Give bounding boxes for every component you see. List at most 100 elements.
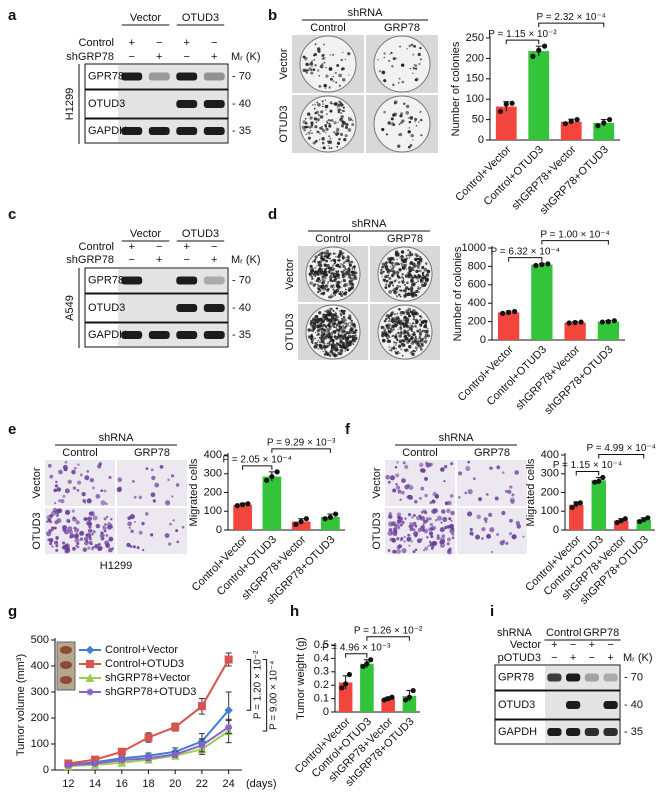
cell — [412, 513, 416, 517]
colony — [317, 49, 321, 53]
blot-band — [566, 728, 581, 736]
colony — [342, 316, 346, 321]
colony — [335, 263, 340, 268]
colony — [409, 67, 412, 70]
colony — [393, 316, 398, 321]
colony — [325, 267, 328, 270]
blot-band-label: GAPDH — [88, 125, 127, 137]
colony — [317, 341, 319, 343]
colony — [392, 271, 397, 275]
colony — [313, 273, 315, 275]
colony — [312, 141, 316, 145]
colony — [351, 271, 355, 275]
colony — [416, 327, 418, 329]
colony — [341, 77, 346, 82]
data-point — [607, 117, 613, 123]
colony — [402, 279, 405, 281]
colony — [414, 275, 417, 278]
cell — [401, 520, 405, 525]
p-bracket — [366, 636, 410, 641]
cell — [388, 528, 393, 532]
colony — [416, 329, 420, 333]
colony — [396, 317, 400, 321]
cell — [64, 509, 71, 516]
blot-band — [121, 127, 143, 135]
colony — [345, 339, 347, 341]
colony — [351, 119, 354, 122]
blot-band — [566, 701, 581, 709]
cell — [86, 533, 92, 538]
colony — [396, 275, 400, 279]
colony — [309, 62, 314, 66]
colony — [313, 260, 316, 263]
colony — [424, 339, 428, 343]
cell — [388, 514, 393, 519]
cell — [404, 517, 407, 520]
data-point — [360, 663, 366, 670]
cell — [467, 489, 473, 495]
cell — [46, 520, 49, 523]
data-point — [339, 685, 345, 691]
data-point — [198, 741, 206, 749]
colony — [310, 121, 314, 125]
colony — [414, 346, 418, 350]
cell — [515, 520, 520, 526]
colony — [399, 323, 402, 326]
blot-band — [176, 304, 198, 312]
colony — [310, 333, 313, 337]
cell — [458, 496, 461, 499]
colony — [401, 119, 405, 123]
blot-band — [121, 72, 143, 81]
cell — [516, 524, 522, 529]
colony — [343, 321, 347, 325]
data-point — [578, 319, 584, 325]
cell — [86, 470, 90, 473]
colony — [420, 343, 424, 348]
image-row: Vector — [31, 467, 43, 499]
cell — [47, 538, 50, 541]
colony — [344, 350, 346, 352]
colony — [419, 263, 422, 265]
y-tick-label: 0.5 — [314, 639, 329, 651]
cell — [69, 533, 75, 538]
colony — [415, 275, 420, 280]
colony — [387, 328, 390, 331]
tumor — [60, 676, 72, 684]
cell — [522, 535, 525, 538]
data-point — [225, 723, 233, 731]
colony — [321, 54, 325, 58]
cell — [91, 486, 95, 490]
colony — [340, 112, 343, 115]
cell — [67, 526, 73, 532]
colony — [326, 121, 329, 124]
colony — [401, 323, 404, 326]
colony — [350, 321, 354, 325]
colony — [385, 133, 388, 136]
data-point — [343, 681, 349, 687]
colony — [424, 278, 429, 283]
colony — [341, 254, 344, 256]
cell — [72, 486, 77, 490]
colony — [416, 266, 419, 268]
colony — [327, 280, 330, 283]
cell — [400, 523, 403, 527]
colony — [386, 270, 390, 274]
data-point — [245, 501, 251, 507]
colony — [388, 346, 390, 348]
p-bracket — [262, 659, 268, 732]
cell — [396, 519, 402, 524]
colony — [329, 101, 333, 105]
cell — [51, 526, 55, 530]
y-tick-label: 200 — [466, 52, 484, 64]
colony — [334, 272, 337, 275]
colony — [419, 328, 421, 331]
colony — [323, 332, 326, 336]
colony — [302, 68, 307, 73]
x-tick-label: Control+Vector — [453, 143, 513, 203]
colony — [346, 348, 350, 352]
cell — [128, 526, 131, 529]
colony — [380, 325, 384, 329]
colony — [341, 109, 344, 112]
colony — [400, 342, 405, 347]
cell — [99, 463, 102, 467]
